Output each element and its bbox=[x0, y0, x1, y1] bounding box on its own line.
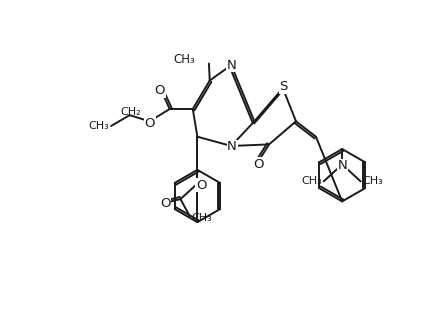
Text: O: O bbox=[254, 158, 264, 171]
Text: CH₃: CH₃ bbox=[191, 212, 212, 223]
Text: CH₃: CH₃ bbox=[362, 176, 383, 186]
Text: O: O bbox=[144, 117, 155, 130]
Text: O: O bbox=[160, 197, 170, 210]
Text: O: O bbox=[196, 179, 207, 192]
Text: CH₃: CH₃ bbox=[302, 176, 322, 186]
Text: N: N bbox=[227, 140, 237, 153]
Text: CH₃: CH₃ bbox=[89, 121, 110, 131]
Text: N: N bbox=[337, 160, 347, 172]
Text: S: S bbox=[279, 80, 288, 93]
Text: CH₂: CH₂ bbox=[121, 107, 142, 117]
Text: CH₃: CH₃ bbox=[173, 53, 195, 66]
Text: N: N bbox=[226, 59, 236, 72]
Text: O: O bbox=[154, 84, 165, 97]
